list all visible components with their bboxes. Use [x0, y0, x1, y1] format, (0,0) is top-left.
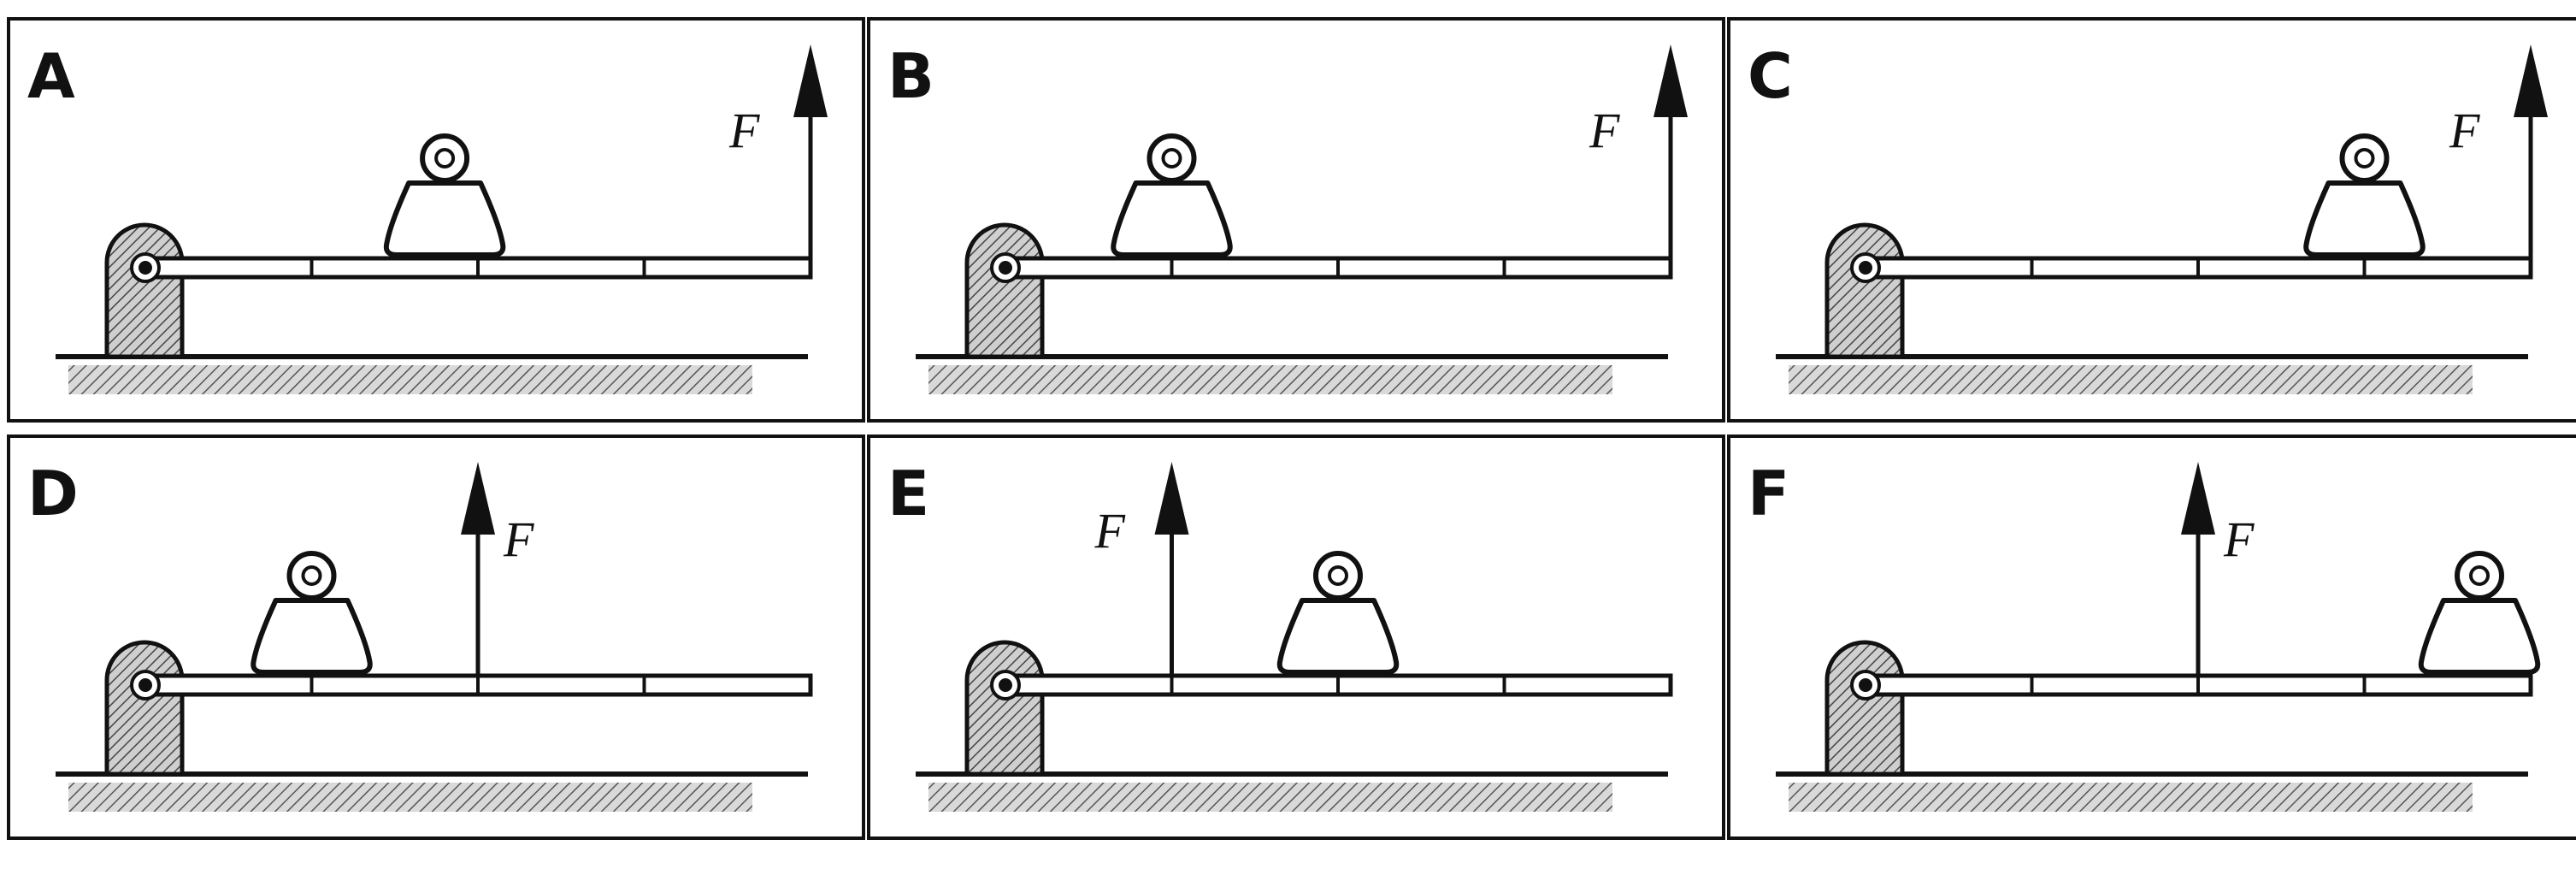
pivot-pin-center [139, 678, 152, 692]
weight-icon [2418, 551, 2541, 675]
panel-b: BF [867, 17, 1725, 423]
force-label: F [728, 103, 760, 158]
panel-label: B [887, 40, 934, 112]
force-arrow-icon [461, 462, 495, 676]
weight-icon [1111, 133, 1233, 257]
pivot-post [1824, 640, 1905, 777]
ground-hatch [68, 365, 752, 394]
weight-icon [251, 551, 373, 675]
pivot-post [104, 640, 185, 777]
panel-e: EF [867, 434, 1725, 840]
panel-label: E [887, 458, 929, 529]
force-label: F [1589, 103, 1620, 158]
force-arrow-icon [1154, 462, 1189, 676]
force-arrow-icon [2181, 462, 2215, 676]
panel-frame [7, 434, 865, 840]
pivot-post [964, 222, 1045, 359]
panel-f: FF [1727, 434, 2576, 840]
panel-c: CF [1727, 17, 2576, 423]
panel-label: F [1748, 458, 1789, 529]
ground-hatch [1789, 783, 2473, 812]
force-label: F [2223, 511, 2255, 567]
panel-frame [1727, 17, 2576, 423]
pivot-pin-center [999, 261, 1012, 275]
panel-d: DF [7, 434, 865, 840]
pivot-pin-center [139, 261, 152, 275]
force-label: F [503, 511, 534, 567]
pivot-post [104, 222, 185, 359]
pivot-post [1824, 222, 1905, 359]
force-label: F [1094, 503, 1126, 559]
force-arrow-icon [2514, 44, 2548, 258]
ground-hatch [928, 783, 1612, 812]
weight-icon [2303, 133, 2426, 257]
weight-icon [383, 133, 506, 257]
pivot-pin-center [999, 678, 1012, 692]
ground-hatch [928, 365, 1612, 394]
panel-label: D [27, 458, 79, 529]
force-label: F [2449, 103, 2480, 158]
pivot-post [964, 640, 1045, 777]
pivot-pin-center [1859, 261, 1872, 275]
pivot-pin-center [1859, 678, 1872, 692]
force-arrow-icon [793, 44, 828, 258]
weight-icon [1276, 551, 1400, 675]
ground-hatch [1789, 365, 2473, 394]
panel-frame [867, 17, 1725, 423]
panel-label: C [1748, 40, 1793, 112]
ground-hatch [68, 783, 752, 812]
panel-label: A [27, 40, 75, 112]
panel-a: AF [7, 17, 865, 423]
force-arrow-icon [1653, 44, 1688, 258]
